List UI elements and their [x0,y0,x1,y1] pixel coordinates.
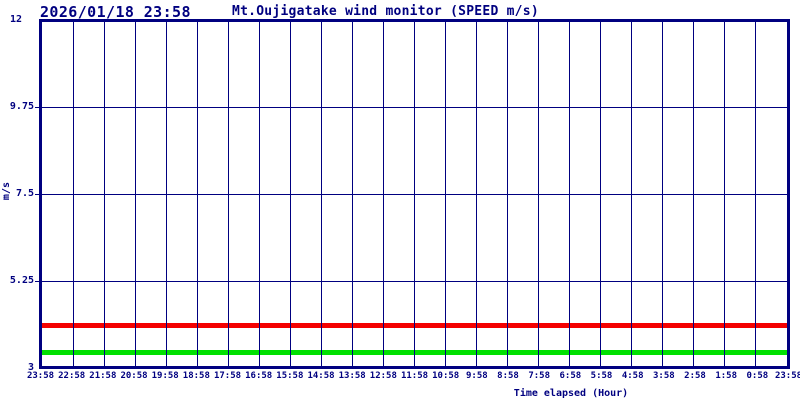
x-tick-label: 4:58 [621,371,644,381]
x-tick-label: 0:58 [746,371,769,381]
chart-title: Mt.Oujigatake wind monitor (SPEED m/s) [232,4,539,19]
x-tick-label: 8:58 [497,371,519,381]
x-tick-label: 3:58 [652,371,675,381]
x-tick-label: 15:58 [276,371,304,381]
x-tick-label: 16:58 [245,371,273,381]
x-axis-title: Time elapsed (Hour) [513,388,629,399]
y-tick-label: 12 [10,14,23,25]
y-tick-mark [35,106,39,108]
x-tick-label: 23:58 [26,371,55,381]
plot-area [39,19,790,369]
x-tick-label: 18:58 [182,371,210,381]
x-tick-label: 1:58 [715,371,737,381]
h-gridline [42,193,787,195]
h-gridline [42,280,787,282]
x-tick-label: 17:58 [213,371,242,381]
y-tick-label: 7.5 [15,188,34,199]
x-tick-label: 2:58 [684,371,706,381]
x-tick-label: 5:58 [590,371,613,381]
x-tick-label: 7:58 [528,371,550,381]
y-tick-label: 9.75 [9,101,34,112]
x-tick-label: 9:58 [465,371,488,381]
y-tick-label: 3 [27,362,34,373]
x-tick-label: 6:58 [559,371,582,381]
x-tick-label: 11:58 [400,371,429,381]
x-tick-label: 20:58 [120,371,148,381]
y-tick-mark [35,280,39,282]
x-tick-label: 10:58 [432,371,460,381]
h-gridline [42,106,787,108]
x-tick-label: 13:58 [338,371,366,381]
x-tick-label: 12:58 [369,371,397,381]
x-tick-label: 19:58 [151,371,179,381]
chart-datetime: 2026/01/18 23:58 [40,3,191,21]
plot-grid [42,22,787,366]
x-tick-label: 21:58 [89,371,117,381]
y-tick-mark [35,193,39,195]
x-tick-label: 23:58 [774,371,800,381]
y-tick-label: 5.25 [9,275,34,286]
x-tick-label: 14:58 [307,371,335,381]
x-tick-label: 22:58 [58,371,86,381]
